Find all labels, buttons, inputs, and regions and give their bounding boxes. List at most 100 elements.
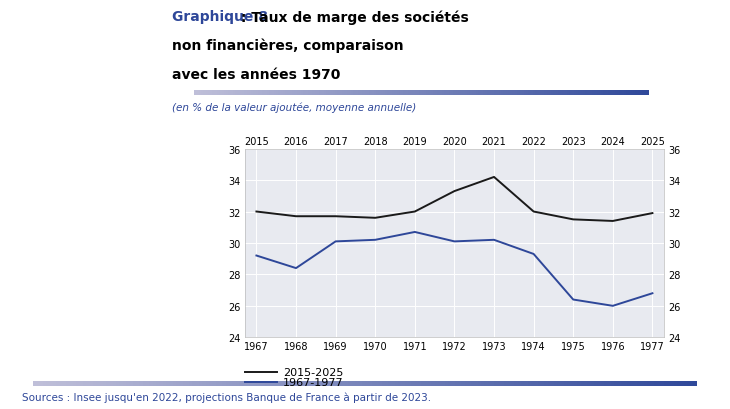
Bar [481,381,485,387]
Bar [217,91,219,96]
Bar [524,381,528,387]
Bar [433,91,435,96]
Bar [47,381,50,387]
Bar [363,91,365,96]
Bar [383,91,385,96]
Bar [352,381,355,387]
Bar [169,381,172,387]
Bar [394,91,396,96]
Bar [445,91,447,96]
Bar [312,381,315,387]
Bar [494,381,498,387]
Bar [560,91,563,96]
Bar [498,381,501,387]
Bar [694,381,697,387]
Bar [358,381,361,387]
Bar [451,381,455,387]
Bar [288,91,290,96]
Bar [418,381,421,387]
Bar [565,91,567,96]
Bar [465,91,467,96]
Bar [392,91,394,96]
Bar [476,91,478,96]
Bar [415,91,417,96]
Bar [483,91,485,96]
Bar [90,381,93,387]
Bar [627,381,631,387]
Bar [292,381,296,387]
Bar [360,91,363,96]
Bar [96,381,99,387]
Bar [571,381,574,387]
Bar [309,381,312,387]
Bar [226,381,229,387]
Bar [335,381,339,387]
Bar [193,381,196,387]
Bar [399,91,401,96]
Bar [349,91,351,96]
Bar [272,381,275,387]
Bar [66,381,69,387]
Bar [278,91,280,96]
Bar [304,91,306,96]
Bar [113,381,116,387]
Bar [229,381,232,387]
Bar [315,91,317,96]
Bar [317,91,319,96]
Bar [640,381,644,387]
Bar [670,381,674,387]
Bar [339,91,342,96]
Bar [280,91,283,96]
Bar [77,381,80,387]
Text: (en % de la valeur ajoutée, moyenne annuelle): (en % de la valeur ajoutée, moyenne annu… [172,102,416,113]
Bar [645,91,647,96]
Bar [415,381,418,387]
Bar [269,381,272,387]
Bar [637,381,640,387]
Bar [624,91,626,96]
Bar [604,91,606,96]
Bar [245,381,249,387]
Bar [594,381,597,387]
Bar [448,381,451,387]
Bar [374,91,376,96]
Bar [604,381,607,387]
Bar [531,91,533,96]
Bar [335,91,337,96]
Bar [133,381,136,387]
Bar [534,381,537,387]
Bar [442,381,445,387]
Bar [458,91,460,96]
Bar [315,381,318,387]
Bar [584,381,588,387]
Bar [556,91,558,96]
Bar [504,381,507,387]
Bar [606,91,608,96]
Bar [588,381,591,387]
Bar [580,381,584,387]
Text: non financières, comparaison: non financières, comparaison [172,39,403,53]
Bar [285,381,288,387]
Bar [528,381,531,387]
Bar [36,381,40,387]
Bar [467,91,469,96]
Bar [485,381,488,387]
Bar [322,381,325,387]
Bar [242,381,245,387]
Bar [599,91,601,96]
Bar [545,91,547,96]
Bar [657,381,661,387]
Bar [471,381,474,387]
Bar [577,381,580,387]
Bar [103,381,106,387]
Bar [176,381,179,387]
Bar [547,91,549,96]
Bar [202,381,206,387]
Bar [249,381,252,387]
Bar [622,91,624,96]
Bar [288,381,292,387]
Bar [182,381,186,387]
Bar [674,381,677,387]
Bar [356,91,358,96]
Bar [252,381,256,387]
